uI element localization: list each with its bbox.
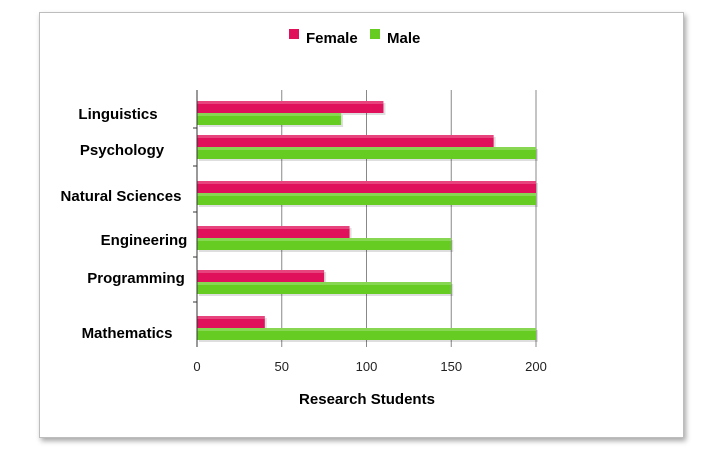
x-tick-label: 200: [525, 359, 547, 374]
bar-highlight: [197, 226, 350, 229]
chart-frame: [39, 12, 684, 438]
bar-highlight: [197, 270, 325, 273]
x-axis-title: Research Students: [299, 391, 435, 408]
category-label: Programming: [87, 270, 185, 287]
bars: [197, 101, 538, 342]
category-label: Mathematics: [82, 325, 173, 342]
category-label: Natural Sciences: [61, 188, 182, 205]
bar-highlight: [197, 113, 342, 116]
bar-female: [197, 316, 265, 328]
legend-label-male: Male: [387, 30, 420, 47]
legend-label-female: Female: [306, 30, 358, 47]
gridlines: [196, 90, 537, 347]
bar-female: [197, 101, 384, 113]
bar-highlight: [197, 238, 452, 241]
bar-highlight: [197, 193, 536, 196]
x-tick-label: 50: [275, 359, 289, 374]
bar-highlight: [197, 101, 384, 104]
bar-female: [197, 181, 536, 193]
bar-male: [197, 328, 536, 340]
bar-highlight: [197, 316, 265, 319]
labels: 0 50 100 150 200 Linguistics Psychology Natural…: [61, 106, 547, 374]
bar-male: [197, 113, 342, 125]
bar-highlight: [197, 328, 536, 331]
category-label: Linguistics: [78, 106, 157, 123]
axes: [193, 90, 198, 347]
bar-highlight: [197, 135, 494, 138]
bar-highlight: [197, 181, 536, 184]
x-tick-label: 100: [356, 359, 378, 374]
bar-highlight: [197, 147, 536, 150]
bar-male: [197, 238, 452, 250]
bar-male: [197, 147, 536, 159]
legend-swatch-male: [370, 29, 380, 39]
bar-male: [197, 193, 536, 205]
category-label: Engineering: [101, 232, 188, 249]
x-tick-label: 0: [193, 359, 200, 374]
category-label: Psychology: [80, 142, 165, 159]
legend-swatch-female: [289, 29, 299, 39]
bar-female: [197, 270, 325, 282]
bar-male: [197, 282, 452, 294]
bar-female: [197, 226, 350, 238]
x-tick-label: 150: [440, 359, 462, 374]
bar-highlight: [197, 282, 452, 285]
bar-female: [197, 135, 494, 147]
legend: Female Male: [289, 29, 420, 47]
